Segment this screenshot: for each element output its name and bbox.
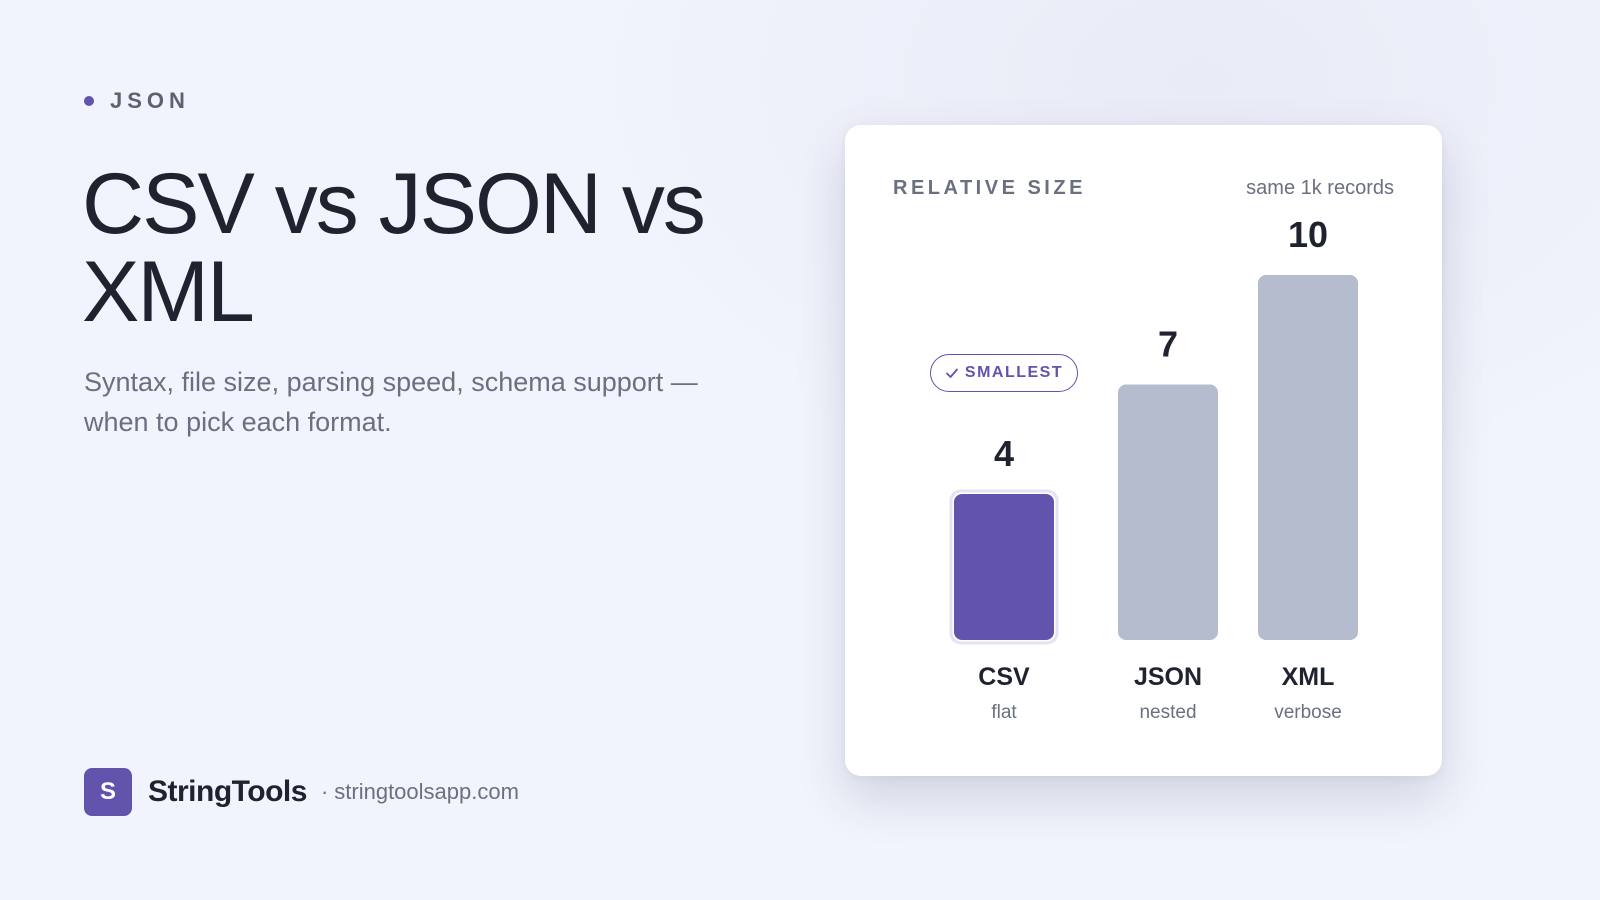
page-title: CSV vs JSON vs XML xyxy=(82,156,706,340)
page-subtitle: Syntax, file size, parsing speed, schema… xyxy=(84,367,698,437)
category-description-xml: verbose xyxy=(1274,702,1342,723)
bar-value-xml: 10 xyxy=(1288,214,1328,255)
chart-card: RELATIVE SIZE same 1k records 4 CSV flat 7 J… xyxy=(845,125,1442,776)
bar-csv xyxy=(954,494,1054,640)
category-description-json: nested xyxy=(1139,702,1196,723)
brand-separator: · xyxy=(320,779,329,804)
brand: S StringTools · stringtoolsapp.com xyxy=(84,768,519,816)
category-label-xml: XML xyxy=(1282,663,1335,691)
bar-value-csv: 4 xyxy=(994,433,1014,474)
brand-logo: S xyxy=(84,768,132,816)
smallest-badge: SMALLEST xyxy=(930,354,1078,392)
smallest-badge-label: SMALLEST xyxy=(964,364,1064,381)
bar-json xyxy=(1118,384,1218,640)
bar-xml xyxy=(1258,275,1358,640)
brand-name: StringTools xyxy=(148,775,307,808)
bar-chart: 4 CSV flat 7 JSON nested 10 XML verbose xyxy=(949,214,1358,723)
eyebrow-label: JSON xyxy=(110,88,190,113)
bar-value-json: 7 xyxy=(1158,324,1178,365)
chart-title: RELATIVE SIZE xyxy=(893,177,1086,199)
category-description-csv: flat xyxy=(991,702,1017,723)
category-label-json: JSON xyxy=(1134,663,1202,691)
eyebrow: JSON xyxy=(84,88,190,114)
brand-url: stringtoolsapp.com xyxy=(334,779,519,804)
bar-highlight-outline-csv xyxy=(949,489,1059,645)
check-icon xyxy=(945,368,958,378)
eyebrow-dot-icon xyxy=(84,96,94,106)
chart-subtitle: same 1k records xyxy=(1246,177,1394,199)
category-label-csv: CSV xyxy=(978,663,1030,691)
